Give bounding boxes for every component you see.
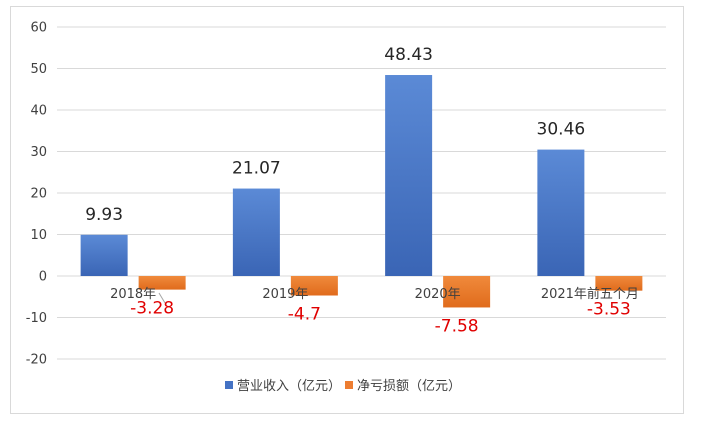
- x-tick-label: 2019年: [262, 287, 308, 302]
- net-loss-bar: [443, 276, 491, 308]
- legend-swatch: [225, 381, 233, 389]
- data-labels: 9.93 -3.28 21.07 -4.7 48.43 -7.58 30.46 -3.53: [85, 45, 631, 336]
- net-loss-bar: [290, 276, 338, 296]
- legend-label: 营业收入（亿元）: [237, 379, 341, 394]
- x-tick-label: 2018年: [110, 287, 156, 302]
- data-label: -7.58: [435, 316, 479, 336]
- data-label: -3.28: [130, 299, 174, 319]
- data-label: 9.93: [85, 205, 123, 225]
- bars: [80, 75, 643, 308]
- data-label: 21.07: [232, 159, 281, 179]
- y-tick-label: 10: [30, 228, 47, 243]
- legend-swatch: [345, 381, 353, 389]
- revenue-bar: [232, 188, 280, 276]
- x-tick-label: 2020年: [415, 287, 461, 302]
- leader-line: [158, 292, 166, 304]
- data-label: 48.43: [384, 45, 433, 65]
- data-label: 30.46: [537, 120, 586, 140]
- y-tick-label: 60: [30, 21, 47, 36]
- revenue-bar: [537, 149, 585, 276]
- legend-label: 净亏损额（亿元）: [357, 379, 461, 394]
- y-tick-label: 50: [30, 62, 47, 77]
- data-label: -3.53: [587, 300, 631, 320]
- revenue-bar: [80, 234, 128, 276]
- data-label: -4.7: [288, 305, 321, 325]
- y-tick-label: -10: [26, 311, 47, 326]
- y-axis-ticks: 60 50 40 30 20 10 0 -10 -20: [26, 21, 47, 368]
- x-tick-label: 2021年前五个月: [541, 286, 639, 302]
- y-tick-label: 30: [30, 145, 47, 160]
- net-loss-bar: [595, 276, 643, 291]
- y-tick-label: 40: [30, 104, 47, 119]
- y-tick-label: 0: [39, 270, 47, 285]
- x-axis-categories: 2018年 2019年 2020年 2021年前五个月: [110, 286, 639, 302]
- revenue-bar: [385, 75, 433, 276]
- net-loss-bar: [138, 276, 186, 290]
- y-tick-label: 20: [30, 187, 47, 202]
- y-tick-label: -20: [26, 353, 47, 368]
- legend: 营业收入（亿元） 净亏损额（亿元）: [225, 379, 461, 394]
